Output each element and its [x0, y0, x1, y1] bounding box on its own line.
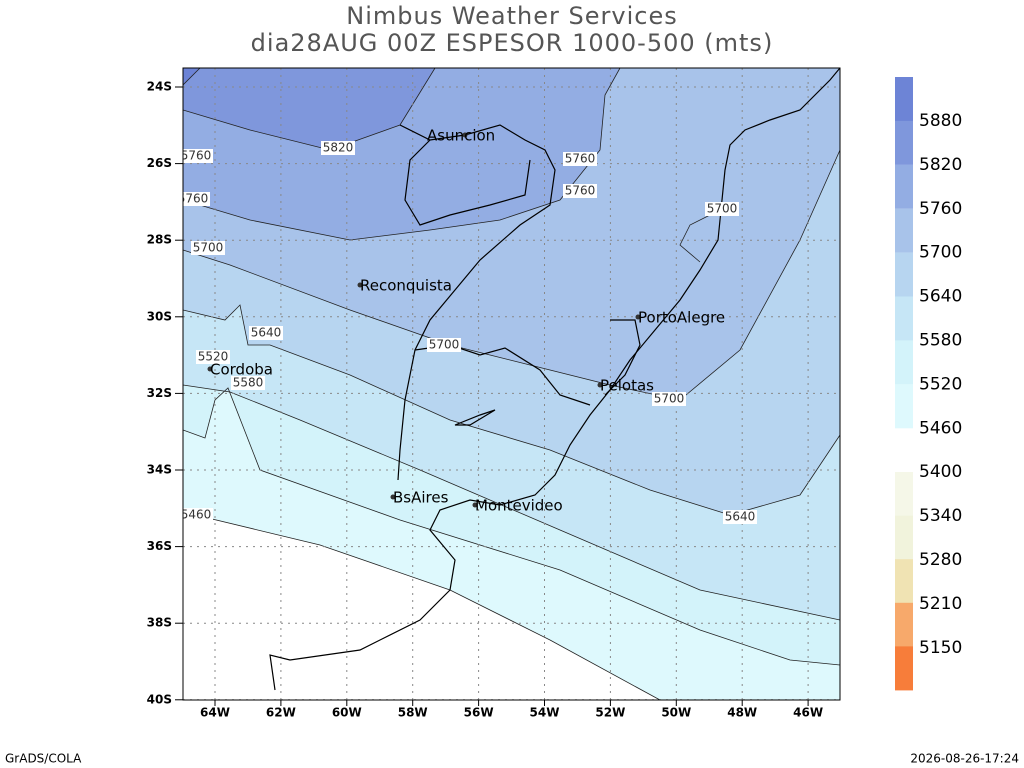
contour-label-box	[705, 202, 739, 216]
lon-label: 54W	[530, 706, 560, 720]
city-label: Asuncion	[427, 127, 495, 145]
lat-label: 40S	[147, 692, 172, 706]
subtitle: dia28AUG 00Z ESPESOR 1000-500 (mts)	[251, 29, 774, 57]
coastline-borders	[269, 68, 840, 691]
lon-label: 46W	[793, 706, 823, 720]
lat-label: 36S	[147, 539, 172, 553]
footer-left: GrADS/COLA	[5, 752, 82, 766]
lon-label: 58W	[398, 706, 428, 720]
lat-label: 28S	[147, 233, 172, 247]
contour-label: 5460	[181, 508, 212, 522]
colorbar: 5880 5820 5760 5700 5640 5580 5520 5460 5400 5340…	[895, 77, 962, 691]
contour-label-box	[563, 184, 597, 198]
contour-label-box	[321, 141, 355, 155]
city-label: Pelotas	[600, 377, 654, 395]
lon-label: 62W	[266, 706, 296, 720]
colorbar-swatch	[895, 120, 913, 165]
city-dot	[597, 382, 603, 388]
contour-label: 5760	[178, 192, 209, 206]
contour-label: 5520	[198, 350, 229, 364]
contour-label-box	[427, 338, 461, 352]
colorbar-swatch	[895, 296, 913, 341]
colorbar-label: 5820	[919, 155, 962, 175]
contour-label-box	[563, 152, 597, 166]
city-dot	[472, 502, 478, 508]
colorbar-label: 5700	[919, 243, 962, 263]
colorbar-label: 5520	[919, 374, 962, 394]
colorbar-swatch	[895, 515, 913, 560]
colorbar-label: 5150	[919, 638, 962, 658]
city-dot	[357, 282, 363, 288]
contour-label: 5580	[233, 376, 264, 390]
colorbar-swatch	[895, 646, 913, 691]
colorbar-swatch	[895, 602, 913, 647]
colorbar-label: 5640	[919, 287, 962, 307]
city-label: BsAires	[393, 489, 449, 507]
colorbar-label: 5280	[919, 550, 962, 570]
lon-label: 52W	[595, 706, 625, 720]
contour-label-box	[183, 508, 213, 522]
lat-label: 30S	[147, 309, 172, 323]
axes: 24S 26S 28S 30S 32S 34S 36S 38S 40S 64W 62W 60W 58W 5…	[147, 80, 823, 720]
contour-label-box	[183, 149, 213, 163]
contour-label: 5700	[707, 202, 738, 216]
lat-label: 38S	[147, 616, 172, 630]
colorbar-swatch	[895, 384, 913, 429]
city-dot	[207, 366, 213, 372]
contour-label-box	[723, 510, 757, 524]
colorbar-swatch	[895, 208, 913, 253]
lon-label: 64W	[200, 706, 230, 720]
contour-label: 5640	[725, 510, 756, 524]
contour-label: 5760	[565, 152, 596, 166]
lon-label: 60W	[332, 706, 362, 720]
colorbar-label: 5340	[919, 506, 962, 526]
contour-label: 5700	[193, 241, 224, 255]
colorbar-label: 5460	[919, 418, 962, 438]
colorbar-swatch	[895, 77, 913, 121]
contour-label-box	[196, 350, 230, 364]
contour-label: 5640	[251, 326, 282, 340]
contour-label-box	[249, 326, 283, 340]
map-labels: 5820 5760 5760 5760 5760 5700 5700 5700 5700 5640…	[178, 127, 757, 524]
lon-label: 50W	[661, 706, 691, 720]
city-label: PortoAlegre	[638, 309, 725, 327]
lat-label: 26S	[147, 156, 172, 170]
contour-label-box	[191, 241, 225, 255]
city-dot	[462, 132, 468, 138]
band-5820	[183, 68, 435, 150]
contour-label-box	[652, 392, 686, 406]
colorbar-swatch	[895, 472, 913, 516]
lon-label: 48W	[727, 706, 757, 720]
colorbar-label: 5400	[919, 462, 962, 482]
contour-label: 5760	[565, 184, 596, 198]
contour-label: 5700	[429, 338, 460, 352]
city-dot	[390, 494, 396, 500]
colorbar-label: 5880	[919, 111, 962, 131]
contour-label: 5820	[323, 141, 354, 155]
title: Nimbus Weather Services	[346, 2, 677, 30]
colorbar-swatch	[895, 559, 913, 604]
colorbar-swatch	[895, 252, 913, 297]
lat-label: 24S	[147, 80, 172, 94]
city-dot	[635, 314, 641, 320]
city-label: Reconquista	[360, 277, 452, 295]
city-label: Montevideo	[475, 497, 563, 515]
map-frame	[182, 67, 841, 701]
colorbar-label: 5760	[919, 199, 962, 219]
map-area: 5820 5760 5760 5760 5760 5700 5700 5700 5700 5640…	[178, 68, 840, 700]
colorbar-swatch	[895, 164, 913, 209]
colorbar-swatch	[895, 340, 913, 385]
contour-label-box	[183, 192, 210, 206]
contour-label: 5760	[181, 149, 212, 163]
city-label: Cordoba	[210, 361, 273, 379]
contour-label-box	[231, 376, 265, 390]
lat-label: 32S	[147, 386, 172, 400]
colorbar-label: 5580	[919, 331, 962, 351]
footer-right: 2026-08-26-17:24	[910, 752, 1019, 766]
colorbar-label: 5210	[919, 594, 962, 614]
contour-label: 5700	[654, 392, 685, 406]
lon-label: 56W	[464, 706, 494, 720]
lat-label: 34S	[147, 463, 172, 477]
